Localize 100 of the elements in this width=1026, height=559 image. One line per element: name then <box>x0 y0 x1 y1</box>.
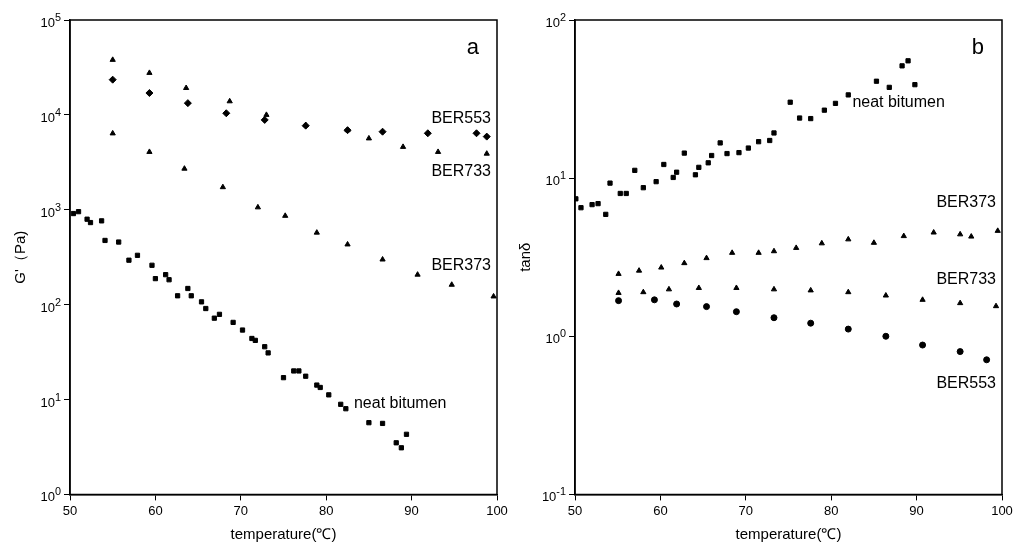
point <box>615 270 622 276</box>
point <box>882 332 890 340</box>
y-tick-label: 10$^{0}$ <box>40 484 61 505</box>
point <box>239 327 246 333</box>
point <box>882 292 889 298</box>
point <box>230 319 236 326</box>
point <box>845 92 851 98</box>
point <box>873 78 880 84</box>
point <box>696 164 702 170</box>
x-tick-label: 60 <box>653 502 668 518</box>
point <box>146 148 153 154</box>
point <box>983 356 991 364</box>
point <box>905 58 911 64</box>
point <box>198 299 205 305</box>
point <box>317 384 323 391</box>
point <box>821 107 827 113</box>
point <box>166 277 172 283</box>
point <box>313 229 320 235</box>
point <box>98 218 105 224</box>
point <box>770 247 778 254</box>
point <box>109 129 116 136</box>
point <box>640 288 647 295</box>
point <box>674 169 680 175</box>
point <box>956 348 964 356</box>
point <box>226 97 233 104</box>
y-axis-title: tanδ <box>516 242 534 272</box>
x-axis-title: temperature(℃) <box>230 525 337 543</box>
point <box>787 99 793 105</box>
point <box>423 129 432 138</box>
point <box>482 132 491 141</box>
point <box>724 150 730 157</box>
point <box>845 235 852 242</box>
series-label: neat bitumen <box>852 92 945 110</box>
point <box>770 314 778 322</box>
point <box>658 264 665 270</box>
point <box>102 237 108 244</box>
series-label: BER733 <box>936 270 997 288</box>
point <box>681 259 688 266</box>
point <box>70 210 77 217</box>
point <box>623 190 629 197</box>
point <box>796 115 803 121</box>
point <box>185 285 191 292</box>
series-label: BER553 <box>431 108 492 126</box>
point <box>174 293 181 299</box>
point <box>365 134 372 141</box>
y-tick-label: 10$^{3}$ <box>40 200 61 220</box>
point <box>181 165 188 171</box>
point <box>188 293 194 299</box>
point <box>919 296 926 302</box>
series-label: BER373 <box>936 192 997 210</box>
point <box>472 129 481 138</box>
point <box>900 232 907 239</box>
point <box>280 375 287 381</box>
point <box>632 167 638 173</box>
point <box>755 249 762 255</box>
point <box>219 183 226 190</box>
point <box>650 296 658 304</box>
point <box>263 111 270 117</box>
x-tick-label: 50 <box>567 502 583 518</box>
y-tick-label: 10$^{-1}$ <box>541 484 566 505</box>
point <box>692 172 699 178</box>
point <box>681 150 687 156</box>
point <box>994 227 1001 233</box>
point <box>126 257 132 263</box>
x-tick-label: 80 <box>823 502 839 518</box>
point <box>403 431 410 437</box>
point <box>282 212 289 218</box>
point <box>870 239 877 245</box>
point <box>393 440 399 446</box>
point <box>793 244 800 250</box>
point <box>745 145 751 151</box>
point <box>146 69 153 75</box>
x-axis-title: temperature(℃) <box>735 525 842 543</box>
point <box>673 300 681 308</box>
point <box>717 140 723 146</box>
point <box>378 127 387 136</box>
point <box>252 337 258 344</box>
annotation: b <box>971 34 984 59</box>
point <box>260 115 269 124</box>
point <box>203 305 209 312</box>
point <box>755 139 762 145</box>
point <box>661 161 667 168</box>
series-label: BER553 <box>936 373 997 391</box>
point <box>807 319 815 327</box>
point <box>399 143 407 149</box>
series-label: BER733 <box>431 161 492 179</box>
point <box>379 256 386 262</box>
point <box>732 308 740 316</box>
point <box>216 311 223 317</box>
point <box>957 299 964 306</box>
point <box>930 229 937 235</box>
point <box>87 219 94 226</box>
y-tick-label: 10$^{0}$ <box>545 326 566 346</box>
point <box>617 190 623 197</box>
point <box>615 289 622 295</box>
point <box>344 240 351 247</box>
point <box>254 203 261 210</box>
series-label: BER373 <box>431 256 492 274</box>
point <box>992 302 1000 309</box>
point <box>108 75 117 84</box>
